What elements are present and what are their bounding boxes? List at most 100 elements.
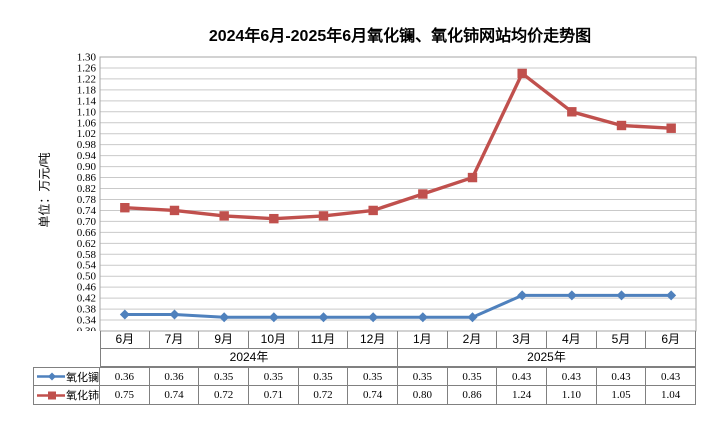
value-cell: 0.35 — [199, 367, 249, 386]
diamond-marker — [417, 312, 428, 323]
month-label: 5月 — [596, 331, 647, 349]
value-cell: 0.80 — [398, 386, 448, 405]
y-axis-tick-label: 0.94 — [77, 150, 97, 162]
y-axis-tick-label: 0.34 — [77, 315, 97, 327]
square-marker — [169, 205, 180, 216]
diamond-marker — [318, 312, 329, 323]
data-table: 6月 7月 9月 10月 11月 12月 1月 2月 3月 4月 5月 6月 2024年 2025年 氧化镧… — [33, 331, 696, 405]
square-marker — [219, 211, 229, 221]
y-axis-tick-label: 1.30 — [77, 52, 97, 64]
value-cell: 0.35 — [398, 367, 448, 386]
value-cell: 0.43 — [547, 367, 597, 386]
value-cell: 0.86 — [447, 386, 498, 405]
diamond-marker — [517, 290, 528, 301]
y-axis-tick-label: 0.50 — [77, 271, 97, 283]
month-label: 2月 — [447, 331, 498, 349]
y-axis-tick-label: 1.02 — [77, 128, 96, 140]
value-cell: 0.74 — [149, 386, 200, 405]
square-legend-key-icon — [37, 391, 65, 399]
value-cell: 0.71 — [249, 386, 299, 405]
legend-item: 氧化铈 — [33, 386, 100, 405]
series-line-1 — [123, 293, 673, 319]
diamond-legend-key-icon — [37, 372, 65, 381]
diamond-marker — [368, 312, 379, 323]
y-axis-tick-label: 0.74 — [77, 205, 97, 217]
value-cell: 0.43 — [497, 367, 547, 386]
value-cell: 1.24 — [497, 386, 547, 405]
table-spacer — [33, 331, 100, 349]
value-cell: 0.35 — [348, 367, 398, 386]
month-label: 6月 — [100, 331, 150, 349]
value-cell: 0.36 — [149, 367, 200, 386]
y-axis-tick-label: 0.70 — [77, 216, 97, 228]
y-axis-tick-label: 0.66 — [77, 227, 97, 239]
month-label: 3月 — [497, 331, 547, 349]
square-marker — [517, 68, 527, 79]
table-spacer — [33, 349, 100, 367]
year-label: 2024年 — [100, 349, 398, 367]
value-cell: 0.35 — [298, 367, 349, 386]
value-cell: 0.72 — [298, 386, 349, 405]
value-cell: 0.43 — [596, 367, 647, 386]
y-axis-tick-label: 0.42 — [77, 293, 96, 305]
value-cell: 0.35 — [249, 367, 299, 386]
value-cell: 1.05 — [596, 386, 647, 405]
y-axis-tick-label: 0.82 — [77, 183, 96, 195]
y-axis-tick-label: 1.22 — [77, 73, 96, 85]
month-label: 6月 — [646, 331, 696, 349]
y-axis-tick-label: 1.26 — [77, 62, 97, 74]
y-axis-tick-label: 0.62 — [77, 238, 96, 250]
y-axis-tick-label: 0.38 — [77, 304, 97, 316]
y-axis-tick-label: 0.58 — [77, 249, 97, 261]
value-cell: 0.43 — [646, 367, 696, 386]
y-axis-tick-label: 1.18 — [77, 84, 97, 96]
y-axis-tick-label: 0.46 — [77, 282, 97, 294]
diamond-marker — [119, 309, 130, 320]
diamond-marker — [169, 309, 180, 320]
diamond-marker — [268, 312, 279, 323]
month-label: 7月 — [149, 331, 200, 349]
diamond-marker — [566, 290, 577, 301]
legend-item: 氧化镧 — [33, 367, 100, 386]
month-label: 10月 — [249, 331, 299, 349]
legend-label: 氧化铈 — [66, 390, 99, 402]
value-cell: 1.10 — [547, 386, 597, 405]
value-cell: 0.75 — [100, 386, 150, 405]
month-label: 1月 — [398, 331, 448, 349]
month-label: 9月 — [199, 331, 249, 349]
square-marker — [616, 120, 627, 131]
y-axis-tick-label: 1.06 — [77, 117, 97, 129]
value-cell: 0.74 — [348, 386, 398, 405]
y-axis-tick-label: 0.98 — [77, 139, 97, 151]
square-marker — [418, 189, 428, 199]
square-marker — [318, 211, 329, 221]
y-axis-tick-label: 1.10 — [77, 106, 97, 118]
value-cell: 0.35 — [447, 367, 498, 386]
square-marker — [666, 123, 676, 133]
diamond-marker — [467, 312, 478, 323]
diamond-marker — [666, 290, 677, 301]
square-marker — [269, 213, 279, 224]
series-line-2 — [123, 71, 673, 221]
plot-border — [99, 56, 697, 332]
square-marker — [467, 172, 478, 183]
value-cell: 0.72 — [199, 386, 249, 405]
month-label: 4月 — [547, 331, 597, 349]
y-axis-tick-label: 0.90 — [77, 161, 97, 173]
y-axis-tick-label: 0.54 — [77, 260, 97, 272]
year-label: 2025年 — [398, 349, 696, 367]
y-axis-tick-label: 1.14 — [77, 95, 97, 107]
legend-label: 氧化镧 — [66, 371, 99, 384]
y-axis-tick-label: 0.78 — [77, 194, 97, 206]
month-label: 11月 — [298, 331, 349, 349]
diamond-marker — [616, 290, 627, 301]
y-axis-tick-label: 0.86 — [77, 172, 97, 184]
month-label: 12月 — [348, 331, 398, 349]
square-marker — [120, 203, 130, 213]
square-marker — [368, 205, 378, 216]
value-cell: 1.04 — [646, 386, 696, 405]
value-cell: 0.36 — [100, 367, 150, 386]
square-marker — [567, 107, 577, 117]
